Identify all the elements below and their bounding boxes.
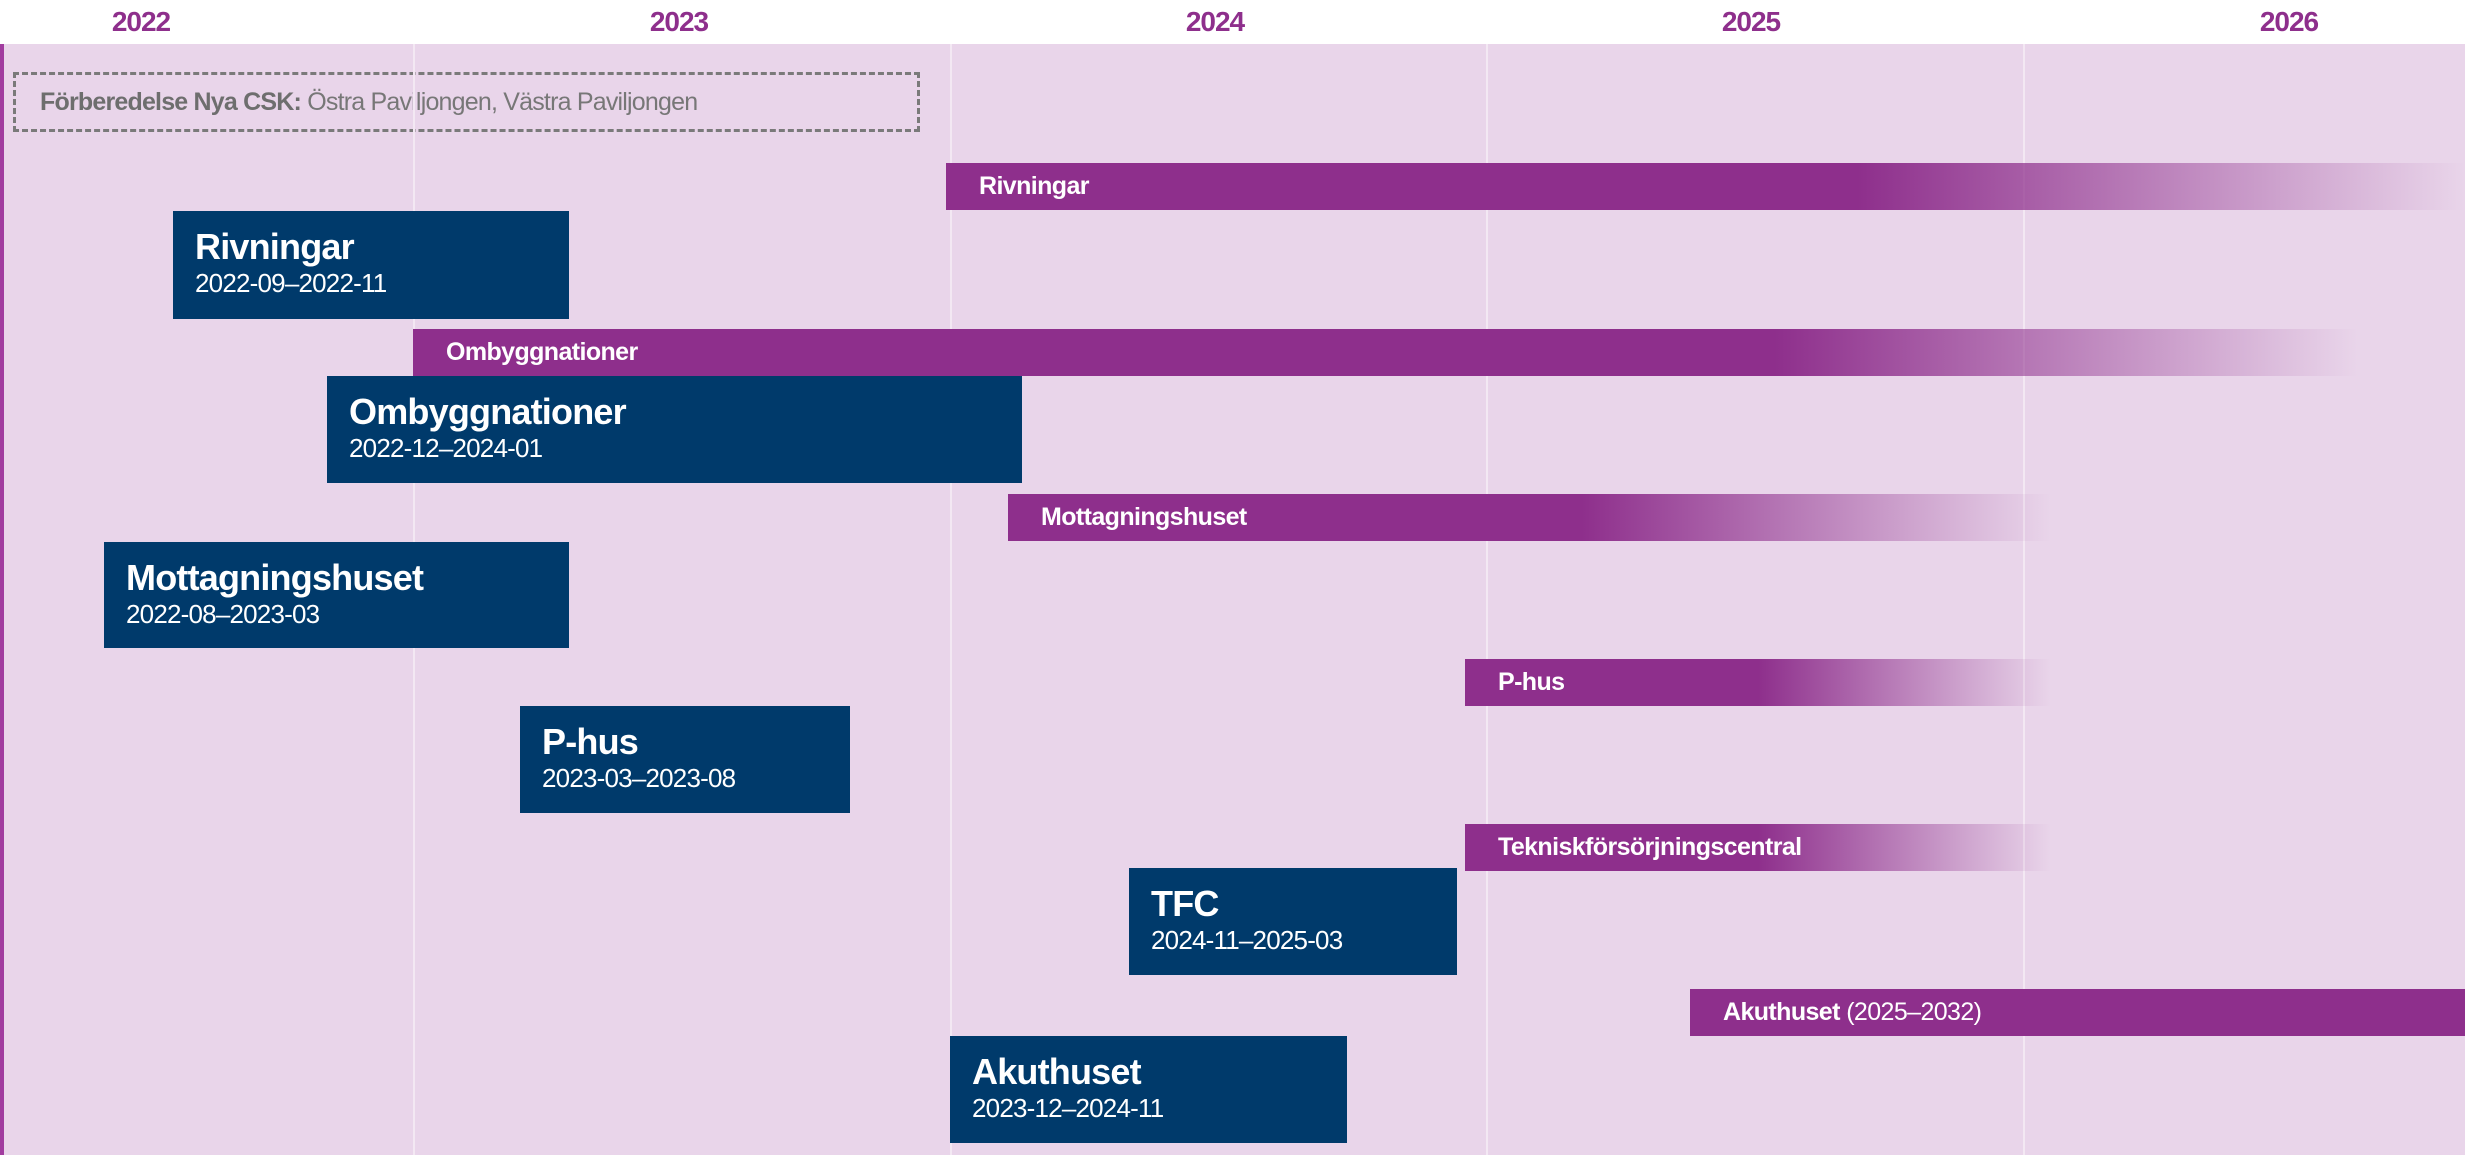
phase-label: Ombyggnationer [446, 338, 638, 366]
project-dates: 2023-03–2023-08 [542, 763, 736, 793]
phase-bar: Tekniskförsörjningscentral [1465, 824, 2051, 871]
project-title: Ombyggnationer [349, 391, 627, 432]
project-box: P-hus 2023-03–2023-08 [520, 706, 850, 813]
project-title: Rivningar [195, 226, 355, 267]
project-box: Akuthuset 2023-12–2024-11 [950, 1036, 1347, 1143]
grid-line [1486, 44, 1488, 1155]
phase-label: Akuthuset [1723, 998, 1840, 1026]
project-box: Ombyggnationer 2022-12–2024-01 [327, 376, 1022, 483]
project-dates: 2023-12–2024-11 [972, 1093, 1164, 1123]
preparation-note: Förberedelse Nya CSK: Östra Paviljongen,… [13, 72, 920, 132]
note-label: Förberedelse Nya CSK: [40, 88, 302, 116]
phase-label: Rivningar [979, 172, 1090, 200]
project-box: Rivningar 2022-09–2022-11 [173, 211, 569, 319]
phase-bar: Akuthuset (2025–2032) [1690, 989, 2465, 1036]
phase-bar: Rivningar [946, 163, 2465, 210]
phase-suffix: (2025–2032) [1846, 998, 1982, 1026]
grid-line [950, 44, 952, 1155]
year-label: 2025 [1721, 6, 1781, 37]
phase-label: P-hus [1498, 668, 1565, 696]
phase-bar: Mottagningshuset [1008, 494, 2051, 541]
year-label: 2023 [649, 6, 709, 37]
year-header [0, 0, 2465, 44]
left-line [0, 44, 4, 1155]
grid-line [2023, 44, 2025, 1155]
project-dates: 2022-12–2024-01 [349, 433, 543, 463]
project-title: Mottagningshuset [126, 557, 424, 598]
phase-bar: Ombyggnationer [413, 329, 2358, 376]
year-label: 2022 [111, 6, 171, 37]
phase-bar: P-hus [1465, 659, 2051, 706]
project-box: TFC 2024-11–2025-03 [1129, 868, 1457, 975]
year-label: 2024 [1185, 6, 1245, 37]
project-dates: 2024-11–2025-03 [1151, 925, 1343, 955]
note-text: Östra Paviljongen, Västra Paviljongen [307, 88, 698, 116]
project-dates: 2022-08–2023-03 [126, 599, 320, 629]
year-label: 2026 [2259, 6, 2319, 37]
project-dates: 2022-09–2022-11 [195, 268, 387, 298]
project-title: Akuthuset [972, 1051, 1142, 1092]
phase-label: Mottagningshuset [1041, 503, 1247, 531]
phase-label: Tekniskförsörjningscentral [1498, 833, 1802, 861]
project-title: P-hus [542, 721, 639, 762]
project-box: Mottagningshuset 2022-08–2023-03 [104, 542, 569, 648]
project-title: TFC [1151, 883, 1219, 924]
